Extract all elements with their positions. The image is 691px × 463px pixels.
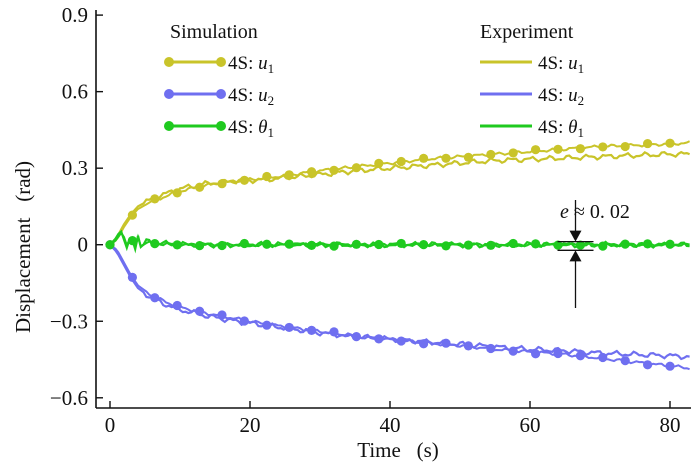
legend-experiment-title: Experiment [480, 21, 574, 43]
data-point [374, 334, 384, 344]
arrow-head-up [569, 250, 582, 262]
data-point [396, 238, 406, 249]
data-point [665, 361, 675, 371]
series-line [109, 243, 690, 361]
legend-label: 4S: θ1 [228, 117, 274, 140]
series-layer [105, 138, 691, 371]
data-point [329, 327, 339, 337]
x-tick-label: 40 [380, 413, 401, 437]
legend-marker [216, 121, 226, 131]
legend-experiment-entries: 4S: u1 4S: u2 4S: θ1 [480, 53, 584, 140]
data-point [531, 349, 541, 359]
series-line [109, 243, 690, 371]
data-point [620, 356, 630, 366]
data-point [374, 158, 384, 169]
legend-label: 4S: θ1 [538, 117, 584, 140]
legend-simulation-title: Simulation [170, 21, 258, 43]
data-point [643, 360, 653, 370]
data-point [575, 351, 586, 361]
data-point [329, 165, 339, 175]
data-point [665, 138, 675, 148]
y-tick-label: 0.9 [62, 3, 88, 27]
data-point [553, 144, 563, 154]
x-axis-label: Time (s) [357, 438, 439, 462]
error-annotation: e ≈ 0. 02 [557, 200, 630, 308]
axes [95, 10, 691, 409]
series-line [109, 150, 691, 246]
x-tick-label: 20 [240, 413, 261, 437]
data-point [508, 148, 518, 158]
legend-label: 4S: u1 [538, 53, 584, 76]
data-point [172, 240, 182, 250]
data-point [531, 145, 541, 155]
legend-marker [164, 89, 174, 99]
ticks: 0 20 40 60 80 −0.6 −0.3 0 0.3 0.6 0.9 [50, 3, 681, 437]
data-point [553, 240, 563, 250]
y-tick-label: 0.6 [62, 80, 88, 104]
series-line [109, 229, 690, 254]
legend-label: 4S: u1 [228, 53, 274, 76]
legend-label: 4S: u2 [228, 85, 274, 108]
data-point [419, 153, 429, 163]
x-tick-label: 60 [520, 413, 541, 437]
legend-marker [164, 57, 174, 67]
y-tick-label: −0.3 [50, 309, 88, 333]
arrow-head-down [569, 230, 582, 242]
y-tick-label: 0.3 [62, 156, 88, 180]
data-point [486, 149, 496, 160]
x-tick-label: 80 [660, 413, 681, 437]
data-point [396, 156, 406, 167]
data-point [598, 142, 608, 152]
data-point [284, 322, 294, 333]
x-tick-label: 0 [105, 413, 116, 437]
y-tick-label: 0 [78, 233, 89, 257]
legend: Simulation Experiment 4S: u1 4S: u2 4S: θ1… [164, 21, 584, 140]
legend-label: 4S: u2 [538, 85, 584, 108]
legend-marker [216, 57, 226, 67]
data-point [441, 153, 451, 163]
legend-simulation-entries: 4S: u1 4S: u2 4S: θ1 [164, 53, 274, 140]
error-annotation-label: e ≈ 0. 02 [560, 201, 630, 223]
data-point [643, 138, 653, 149]
data-point [620, 141, 630, 152]
data-point [575, 144, 586, 154]
y-tick-label: −0.6 [50, 386, 88, 410]
legend-marker [216, 89, 226, 99]
y-axis-label: Displacement (rad) [11, 161, 35, 333]
data-point [127, 210, 137, 220]
legend-marker [164, 121, 174, 131]
data-point [598, 241, 608, 251]
data-point [307, 167, 317, 177]
